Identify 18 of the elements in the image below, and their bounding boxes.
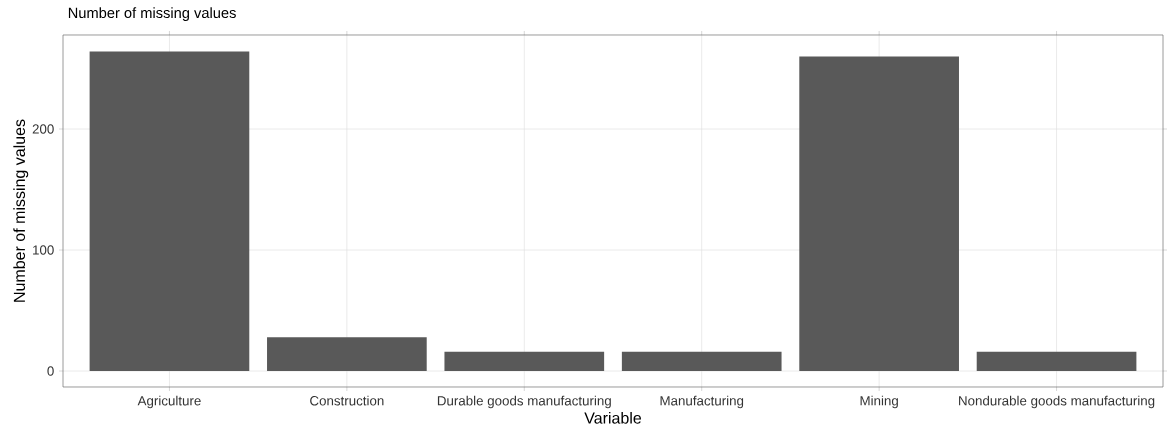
x-tick-label: Mining: [860, 395, 898, 409]
bar: [444, 351, 605, 372]
bar: [89, 51, 250, 372]
x-tick-label: Construction: [310, 395, 384, 406]
chart-title: Number of missing values: [68, 7, 236, 21]
x-tick-label: Manufacturing: [660, 395, 744, 409]
x-axis-title: Variable: [584, 411, 642, 424]
y-tick-label: 200: [32, 124, 54, 134]
bar: [267, 337, 427, 372]
bar: [799, 56, 959, 372]
x-tick-label: Durable goods manufacturing: [437, 395, 611, 409]
y-tick-label: 100: [33, 245, 54, 255]
x-tick-label: Nondurable goods manufacturing: [959, 395, 1155, 409]
bar: [976, 351, 1137, 372]
y-axis-title: Number of missing values: [13, 119, 29, 302]
bar: [621, 351, 782, 372]
x-tick-label: Agriculture: [137, 395, 201, 409]
y-tick-label: 0: [47, 366, 54, 376]
